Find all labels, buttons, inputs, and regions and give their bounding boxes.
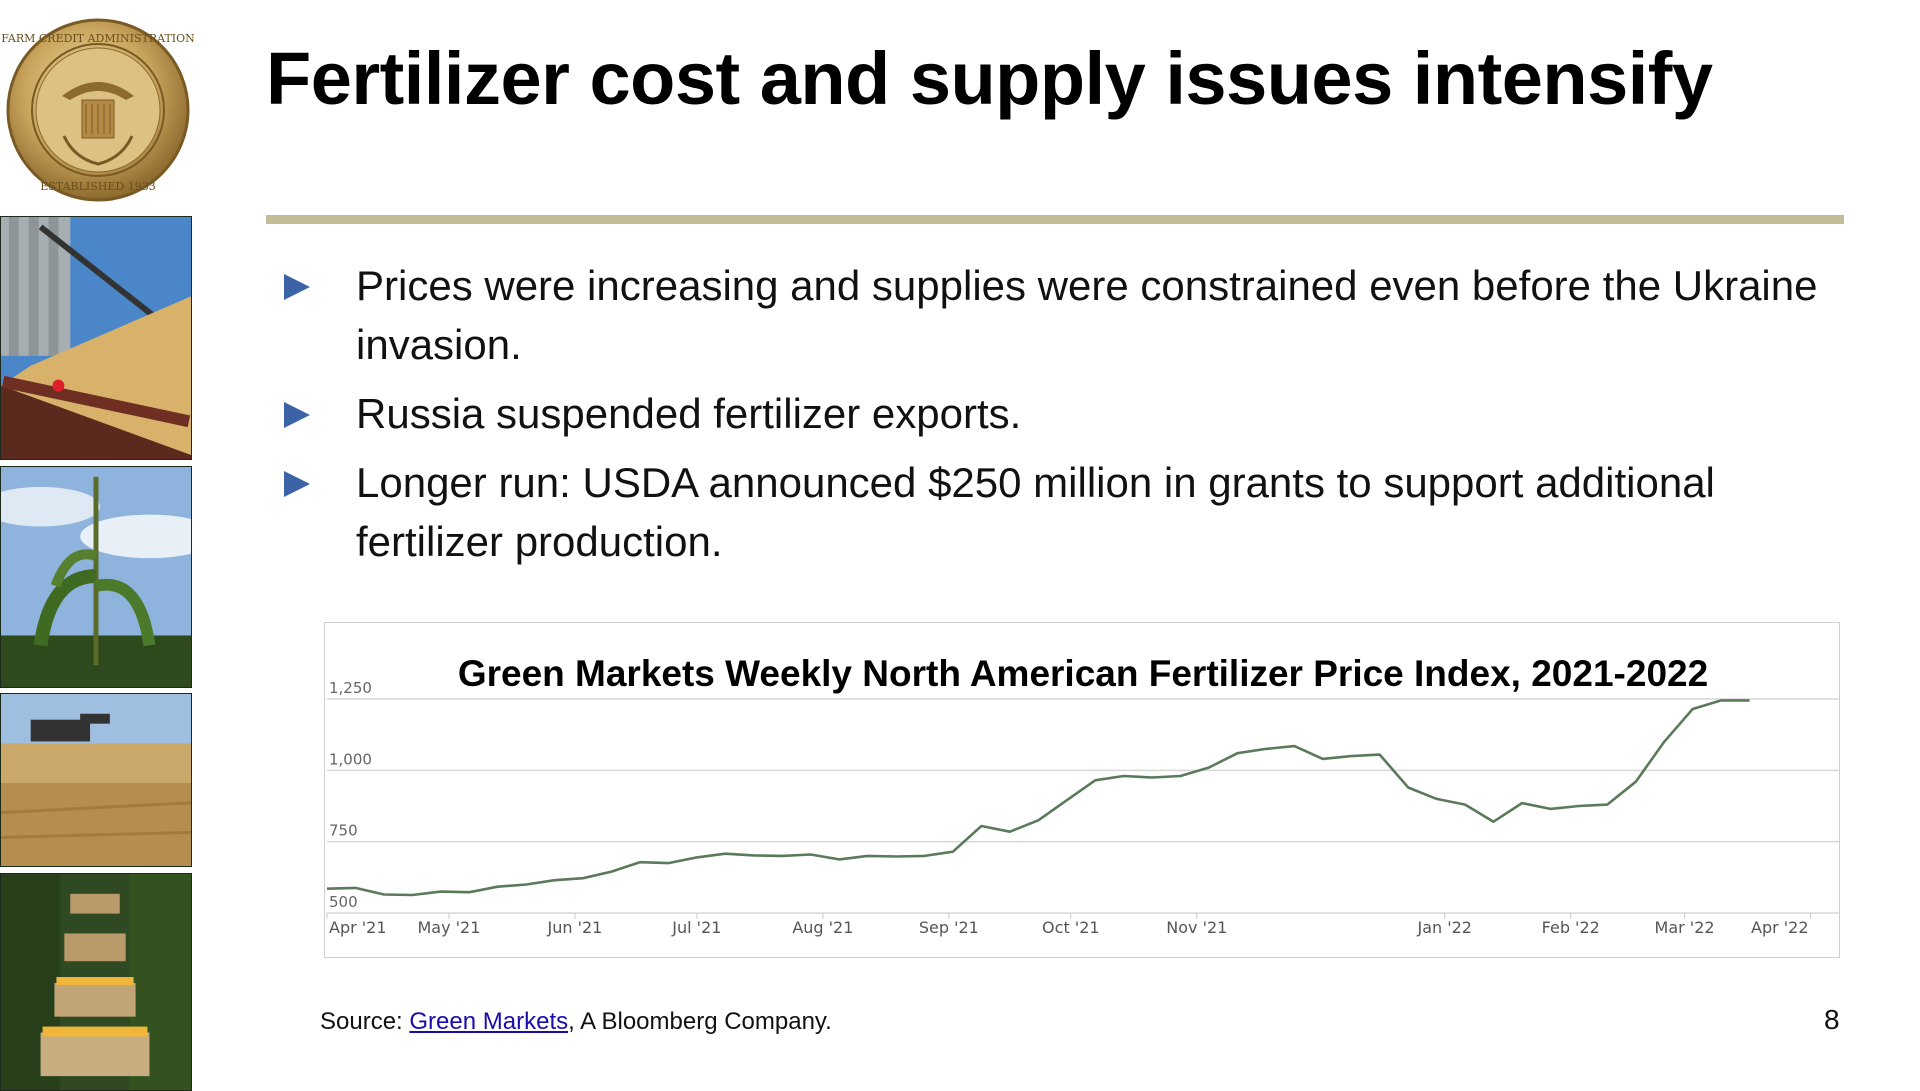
x-tick-label: Sep '21 (919, 918, 979, 937)
series-line (326, 699, 1750, 897)
bullet-item: Russia suspended fertilizer exports. (284, 384, 1844, 443)
bullet-item: Longer run: USDA announced $250 million … (284, 453, 1844, 571)
x-tick-label: Mar '22 (1655, 918, 1715, 937)
x-tick-label: Aug '21 (792, 918, 853, 937)
triangle-bullet-icon (284, 471, 310, 497)
y-tick-label: 500 (329, 893, 358, 911)
bullet-text: Prices were increasing and supplies were… (356, 262, 1818, 368)
chart-plot-area: 500 750 1,000 1,250 Apr '21 May '21 Jun '21 Jul… (326, 679, 1839, 937)
x-tick-label: Jul '21 (671, 918, 721, 937)
x-tick-label: Nov '21 (1166, 918, 1227, 937)
bullet-item: Prices were increasing and supplies were… (284, 256, 1844, 374)
page-number: 8 (1824, 1004, 1840, 1035)
farm-credit-administration-seal: FARM CREDIT ADMINISTRATION ESTABLISHED 1… (2, 18, 194, 202)
source-suffix: , A Bloomberg Company. (568, 1008, 832, 1035)
x-tick-label: Feb '22 (1542, 918, 1600, 937)
source-note: Source: Green Markets, A Bloomberg Compa… (320, 1008, 832, 1036)
slide-title: Fertilizer cost and supply issues intens… (266, 37, 1713, 120)
x-tick-label: Jan '22 (1416, 918, 1472, 937)
price-index-chart: 500 750 1,000 1,250 Apr '21 May '21 Jun '21 Jul… (324, 622, 1840, 958)
chart-title: Green Markets Weekly North American Fert… (457, 653, 1709, 694)
fruit-crates-orchard-photo (0, 873, 192, 1091)
source-prefix: Source: (320, 1008, 410, 1035)
x-tick-label: May '21 (417, 918, 480, 937)
x-tick-label: Oct '21 (1042, 918, 1100, 937)
y-tick-label: 1,000 (329, 750, 372, 768)
title-divider (266, 215, 1844, 224)
svg-text:ESTABLISHED 1933: ESTABLISHED 1933 (40, 180, 155, 193)
bullet-text: Longer run: USDA announced $250 million … (356, 459, 1715, 565)
green-markets-link[interactable]: Green Markets (409, 1008, 569, 1035)
y-tick-label: 1,250 (329, 679, 372, 697)
grain-elevator-photo (0, 216, 192, 460)
triangle-bullet-icon (284, 274, 310, 300)
bullet-text: Russia suspended fertilizer exports. (356, 390, 1022, 437)
triangle-bullet-icon (284, 402, 310, 428)
corn-stalk-photo (0, 466, 192, 688)
svg-text:FARM CREDIT ADMINISTRATION: FARM CREDIT ADMINISTRATION (2, 32, 194, 45)
x-tick-label: Jun '21 (547, 918, 603, 937)
x-tick-label: Apr '21 (329, 918, 387, 937)
wheat-harvest-photo (0, 693, 192, 867)
y-tick-label: 750 (329, 822, 358, 840)
x-tick-label: Apr '22 (1751, 918, 1809, 937)
bullet-list: Prices were increasing and supplies were… (284, 256, 1844, 581)
